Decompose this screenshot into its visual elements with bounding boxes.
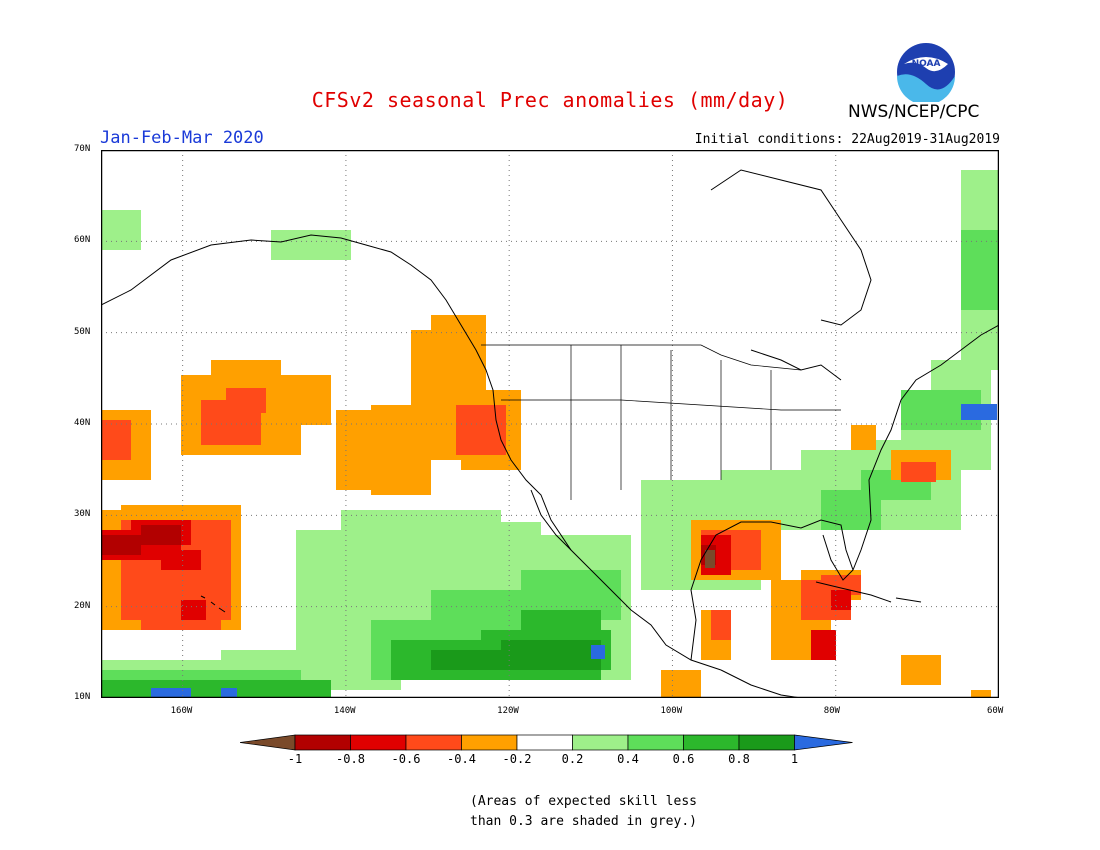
colorbar-label: -1 — [288, 752, 302, 766]
colorbar-cell — [738, 734, 795, 751]
colorbar-arrow-low — [240, 734, 296, 751]
latitude-label: 70N — [74, 144, 91, 154]
latitude-label: 60N — [74, 235, 91, 246]
colorbar-cell — [627, 734, 684, 751]
initial-conditions-label: Initial conditions: 22Aug2019-31Aug2019 — [694, 132, 1000, 147]
precipitation-anomaly-map — [101, 150, 999, 698]
longitude-label: 60W — [987, 706, 1004, 716]
skill-note-line-1: (Areas of expected skill less — [470, 794, 697, 809]
chart-title: CFSv2 seasonal Prec anomalies (mm/day) — [311, 88, 789, 112]
colorbar-cell — [572, 734, 629, 751]
latitude-label: 30N — [74, 509, 91, 520]
longitude-label: 100W — [660, 706, 683, 716]
colorbar-cell — [405, 734, 462, 751]
svg-text:NOAA: NOAA — [912, 59, 941, 69]
colorbar-cell — [294, 734, 351, 751]
colorbar-label: -0.4 — [447, 752, 476, 766]
noaa-logo: NOAA — [897, 43, 955, 102]
agency-label: NWS/NCEP/CPC — [848, 102, 980, 122]
colorbar-label: -0.6 — [392, 752, 421, 766]
colorbar-label: -0.8 — [336, 752, 365, 766]
longitude-label: 140W — [333, 706, 356, 716]
colorbar-label: -0.2 — [503, 752, 532, 766]
colorbar-label: 0.2 — [562, 752, 584, 766]
colorbar-cell — [350, 734, 407, 751]
latitude-label: 20N — [74, 600, 91, 611]
colorbar-label: 0.6 — [673, 752, 695, 766]
latitude-label: 10N — [74, 692, 91, 702]
latitude-label: 50N — [74, 326, 91, 337]
longitude-label: 120W — [497, 706, 519, 716]
longitude-label: 160W — [170, 706, 193, 716]
longitude-label: 80W — [823, 706, 840, 716]
skill-note-line-2: than 0.3 are shaded in grey.) — [470, 814, 697, 829]
latitude-label: 40N — [74, 418, 91, 428]
colorbar-cell — [461, 734, 518, 751]
season-label: Jan-Feb-Mar 2020 — [100, 128, 264, 148]
colorbar-label: 0.4 — [617, 752, 639, 766]
anomaly-shading — [101, 170, 999, 698]
colorbar-legend: -1 -0.8 -0.6 -0.4 -0.2 0.2 0.4 0.6 0.8 1 — [240, 734, 853, 766]
colorbar-label: 0.8 — [728, 752, 750, 766]
coastlines — [101, 169, 999, 698]
colorbar-cell — [516, 734, 573, 751]
skill-note: (Areas of expected skill less than 0.3 a… — [470, 792, 730, 832]
colorbar-label: 1 — [791, 752, 798, 766]
colorbar-cell — [683, 734, 740, 751]
colorbar-arrow-high — [794, 734, 853, 751]
